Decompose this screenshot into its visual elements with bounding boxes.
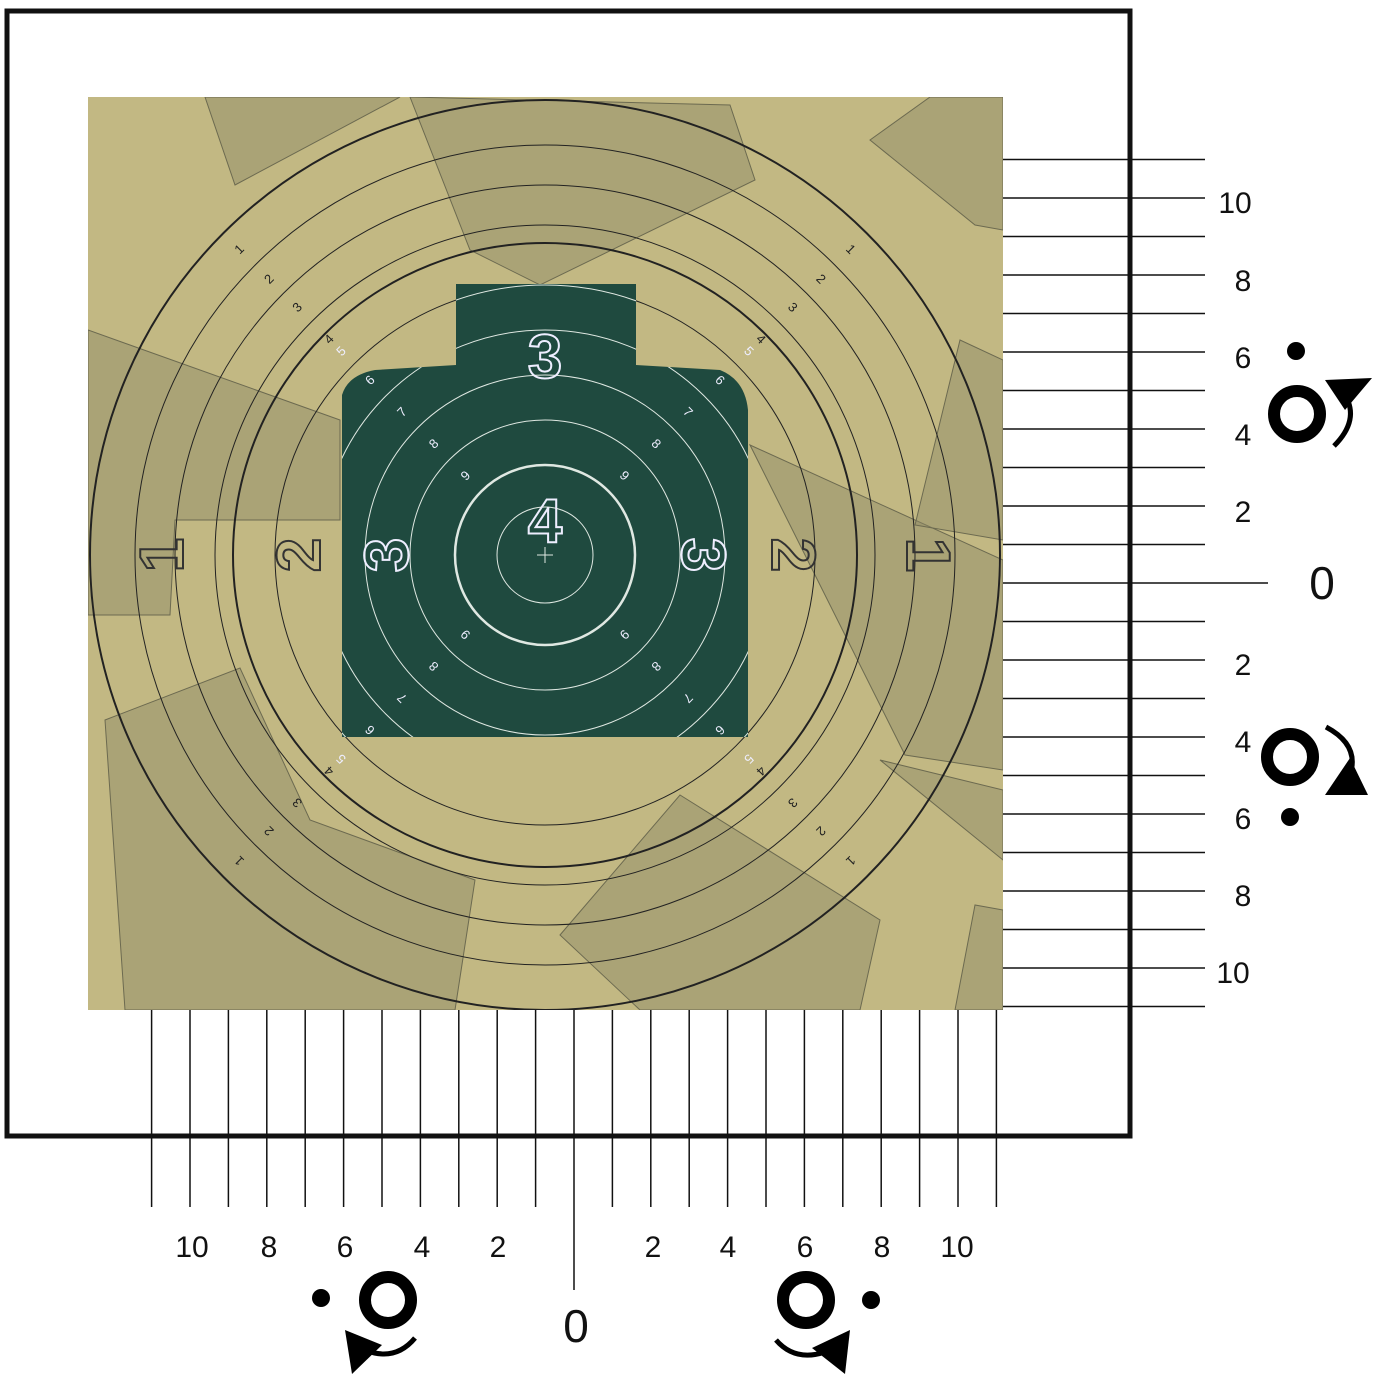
right-label-up-6: 6	[1235, 342, 1252, 375]
bottom-label-right-4: 4	[720, 1231, 737, 1264]
bottom-scale	[150, 1010, 998, 1290]
bottom-label-left-2: 2	[490, 1231, 507, 1264]
right-label-down-4: 4	[1235, 726, 1252, 759]
zone-numbers: 1 2 2 1 3 3 3 4	[127, 322, 963, 573]
bottom-label-left-6: 6	[337, 1231, 354, 1264]
silhouette	[342, 284, 748, 737]
right-label-up-8: 8	[1235, 265, 1252, 298]
right-label-up-4: 4	[1235, 419, 1252, 452]
bottom-label-left-8: 8	[261, 1231, 278, 1264]
right-label-down-8: 8	[1235, 880, 1252, 913]
right-label-up-2: 2	[1235, 496, 1252, 529]
zone-number-4-center: 4	[528, 487, 563, 556]
bottom-label-right-8: 8	[874, 1231, 891, 1264]
outer-rings	[89, 99, 1001, 1010]
zone-number-2-right: 2	[758, 538, 827, 572]
zone-number-3-top: 3	[528, 323, 562, 392]
right-label-down-10: 10	[1216, 957, 1249, 990]
right-label-up-10: 10	[1218, 187, 1251, 220]
zone-number-1-right: 1	[893, 538, 962, 572]
bottom-label-right-2: 2	[645, 1231, 662, 1264]
bottom-label-left-4: 4	[414, 1231, 431, 1264]
right-label-down-6: 6	[1235, 803, 1252, 836]
right-label-zero: 0	[1309, 557, 1335, 609]
zone-number-2-left: 2	[265, 538, 334, 572]
bottom-scale-labels: 10 8 6 4 2 0 2 4 6 8 10	[175, 1231, 973, 1352]
sight-left-arrow-icon	[312, 1271, 417, 1374]
right-label-down-2: 2	[1235, 649, 1252, 682]
zone-number-3-left: 3	[353, 538, 422, 572]
bottom-label-right-6: 6	[797, 1231, 814, 1264]
zone-number-1-left: 1	[128, 538, 197, 572]
sight-down-arrow-icon	[1261, 724, 1368, 826]
zone-number-3-right: 3	[668, 538, 737, 572]
right-scale	[1003, 158, 1268, 1008]
outer-frame	[4, 8, 1133, 1139]
right-scale-labels: 10 8 6 4 2 0 2 4 6 8 10	[1216, 187, 1334, 990]
sight-up-arrow-icon	[1268, 342, 1372, 448]
bottom-label-right-10: 10	[940, 1231, 973, 1264]
inner-rings	[342, 284, 748, 737]
bottom-label-left-10: 10	[175, 1231, 208, 1264]
bottom-label-zero: 0	[563, 1300, 589, 1352]
sight-right-arrow-icon	[774, 1271, 880, 1374]
